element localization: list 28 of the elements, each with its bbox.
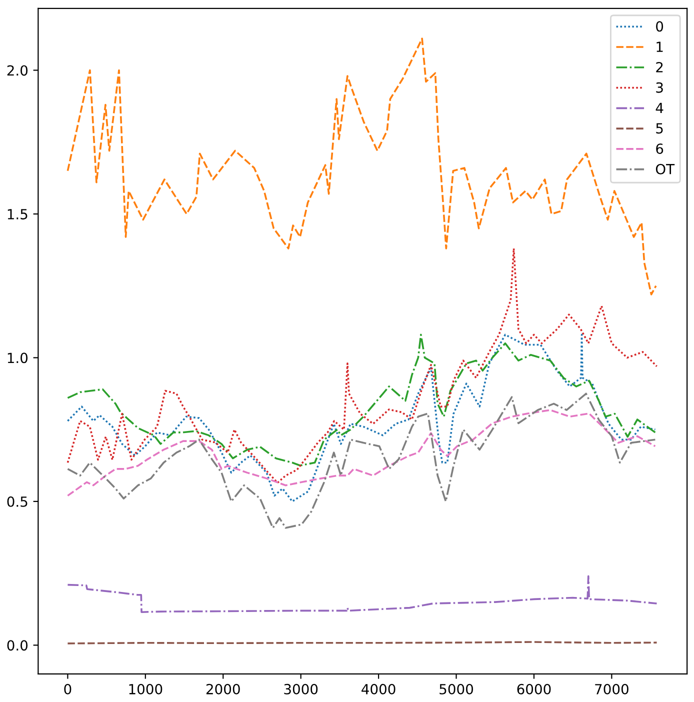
x-tick-label: 5000 [440,684,474,694]
legend-label: 6 [656,143,664,154]
line-series [66,38,657,296]
y-tick-label: 0.5 [7,496,28,507]
line-series [66,248,658,484]
x-tick-label: 1000 [129,684,162,694]
line-series [66,409,656,497]
legend-label: 2 [656,62,663,72]
x-tick-label: 0 [64,684,72,694]
y-tick-label: 1.5 [8,209,28,220]
legend-label: 5 [656,123,663,134]
line-series [66,334,656,466]
y-tick-label: 0.0 [7,640,28,651]
y-tick-label: 2.0 [7,65,28,76]
legend-label: OT [656,164,675,174]
x-tick-label: 6000 [517,684,551,694]
y-tick-label: 1.0 [8,352,28,364]
line-series [66,392,656,529]
x-tick-label: 4000 [362,684,396,694]
x-tick-label: 3000 [284,684,318,694]
legend-label: 3 [656,82,663,93]
legend-label: 1 [656,42,663,52]
x-tick-label: 2000 [206,684,240,694]
legend-label: 4 [656,102,664,114]
legend-label: 0 [656,21,664,32]
line-series [66,334,656,502]
line-series [66,575,658,614]
x-tick-label: 7000 [595,684,628,694]
